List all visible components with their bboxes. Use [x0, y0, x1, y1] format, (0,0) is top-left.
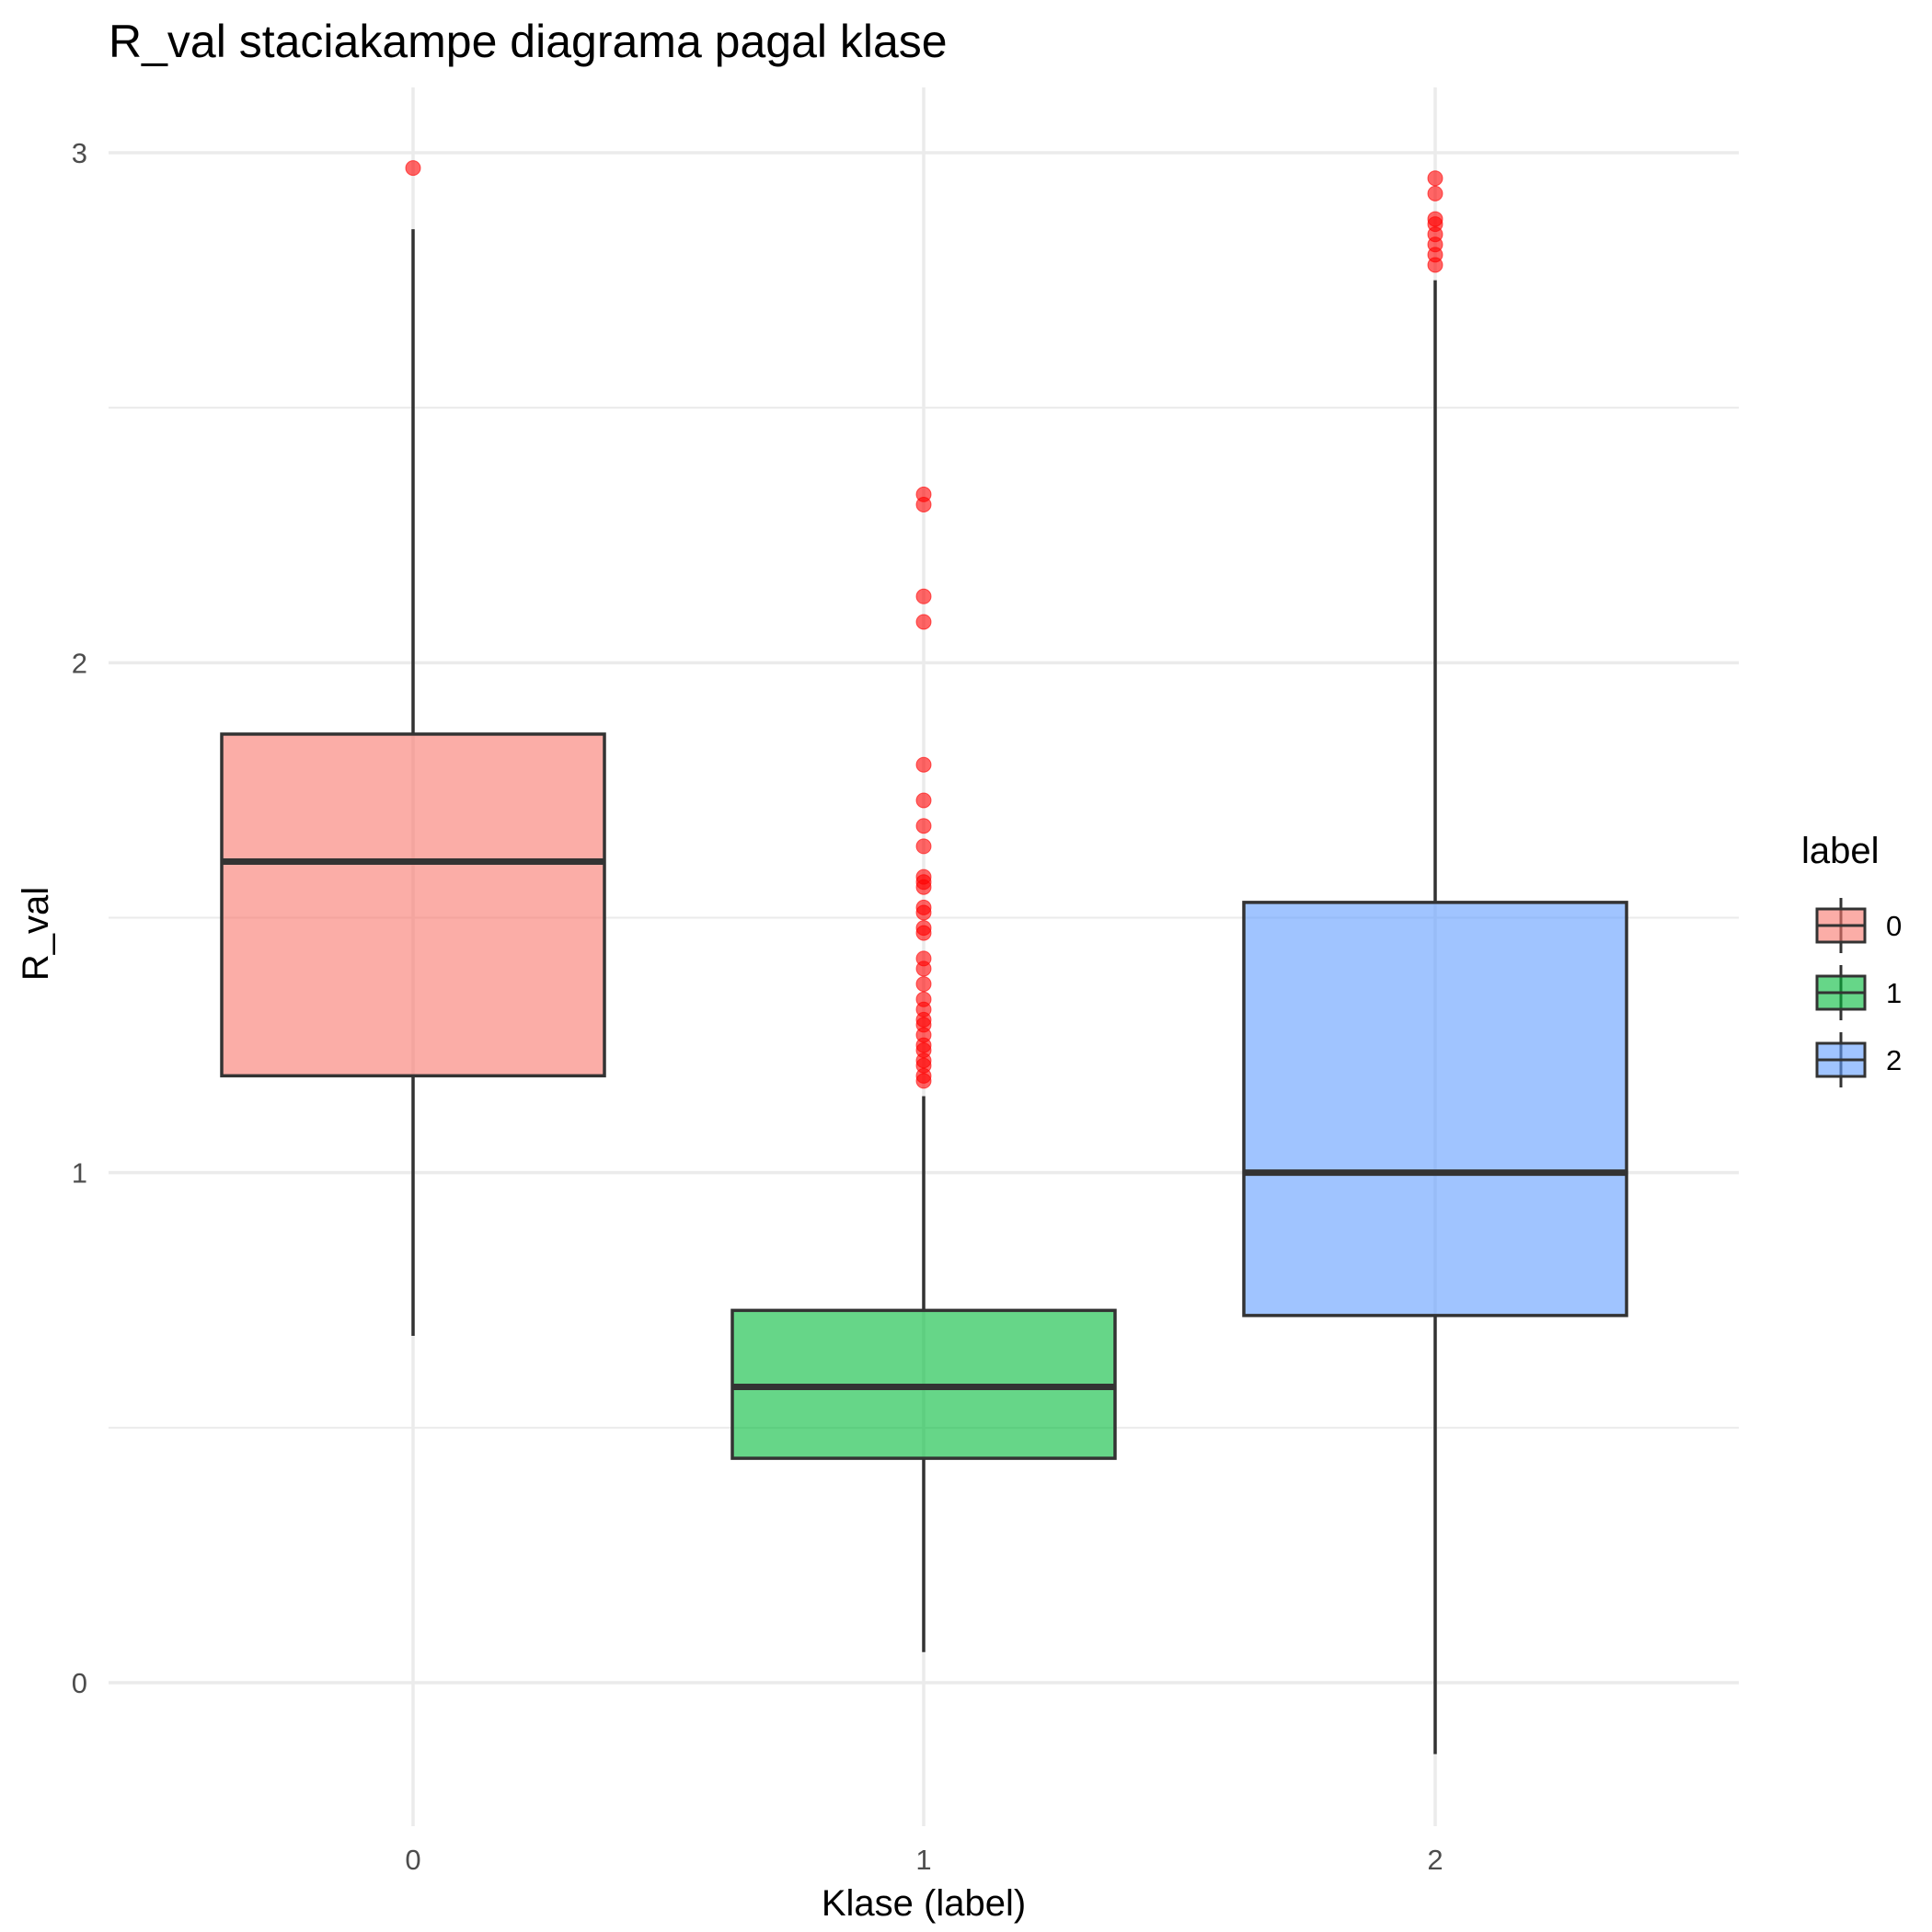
outlier-point: [915, 756, 932, 773]
y-tick-label: 3: [72, 137, 87, 169]
outlier-point: [915, 1073, 932, 1089]
outlier-point: [915, 614, 932, 630]
box-iqr: [220, 732, 606, 1078]
outlier-point: [915, 496, 932, 512]
x-tick-label: 0: [405, 1844, 420, 1876]
box-group-1: [730, 486, 1117, 1652]
x-tick-label: 1: [915, 1844, 931, 1876]
legend-label: 2: [1886, 1044, 1902, 1076]
y-tick-label: 0: [72, 1667, 87, 1699]
x-tick-label: 2: [1427, 1844, 1443, 1876]
outlier-point: [915, 838, 932, 855]
outlier-point: [915, 925, 932, 941]
legend-label: 1: [1886, 977, 1902, 1009]
x-axis-title: Klase (label): [822, 1883, 1026, 1924]
outlier-point: [915, 879, 932, 895]
y-tick-label: 1: [72, 1157, 87, 1190]
outlier-point: [915, 818, 932, 834]
outlier-point: [915, 960, 932, 977]
legend-key-2: 2: [1815, 1032, 1902, 1087]
legend-title: label: [1801, 831, 1880, 871]
y-axis-title: R_val: [16, 887, 56, 981]
legend-key-0: 0: [1815, 898, 1902, 953]
box-plots: [220, 160, 1628, 1754]
chart-title: R_val staciakampe diagrama pagal klase: [109, 16, 948, 67]
outlier-point: [1427, 257, 1443, 273]
outlier-point: [1427, 185, 1443, 201]
outlier-point: [915, 976, 932, 993]
outlier-point: [1427, 170, 1443, 187]
y-tick-label: 2: [72, 647, 87, 679]
outlier-point: [915, 792, 932, 809]
y-tick-labels: 0 1 2 3: [72, 137, 87, 1699]
box-iqr: [1242, 901, 1628, 1317]
legend-label: 0: [1886, 910, 1902, 942]
outlier-point: [915, 904, 932, 921]
box-group-2: [1242, 170, 1628, 1754]
legend-key-1: 1: [1815, 965, 1902, 1020]
x-tick-labels: 0 1 2: [405, 1844, 1443, 1876]
outlier-point: [405, 160, 421, 177]
legend: label 0 1 2: [1801, 831, 1902, 1087]
outlier-point: [915, 588, 932, 604]
box-group-0: [220, 160, 606, 1337]
